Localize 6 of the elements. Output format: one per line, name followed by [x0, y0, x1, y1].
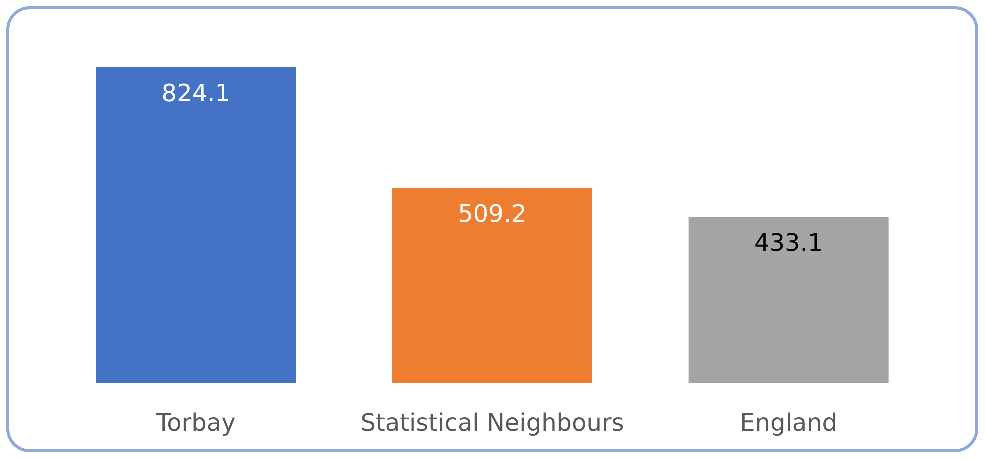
x-tick-label: Statistical Neighbours — [360, 409, 624, 437]
data-label: 509.2 — [458, 200, 527, 228]
x-tick-label: Torbay — [156, 409, 236, 437]
x-tick-label: England — [740, 409, 838, 437]
data-label: 433.1 — [754, 229, 824, 258]
data-label: 824.1 — [162, 79, 231, 108]
